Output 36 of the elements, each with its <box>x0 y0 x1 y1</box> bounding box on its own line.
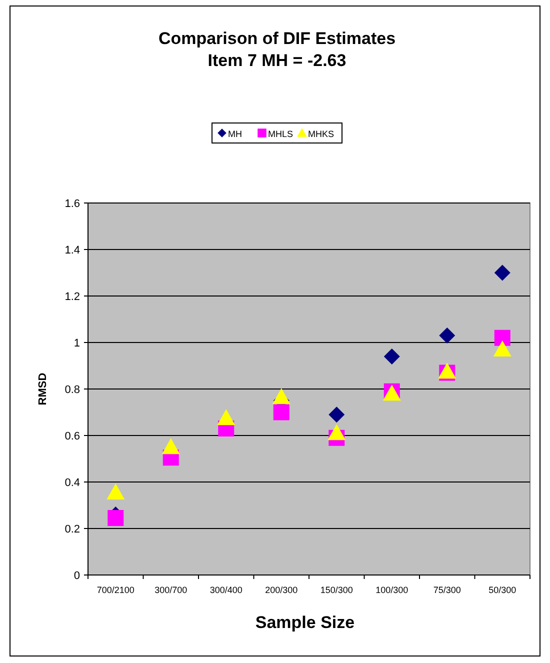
y-tick-label: 0.6 <box>64 430 80 442</box>
point <box>273 404 290 420</box>
legend-label: MH <box>228 129 242 139</box>
x-tick-label: 75/300 <box>433 585 461 595</box>
point <box>162 438 180 454</box>
y-tick-label: 0.8 <box>64 384 80 396</box>
x-axis-title: Sample Size <box>255 613 355 632</box>
point <box>439 328 456 344</box>
x-tick-label: 300/700 <box>154 585 188 595</box>
chart-title: Comparison of DIF Estimates <box>158 29 396 48</box>
point <box>494 264 510 281</box>
legend-label: MHLS <box>268 129 294 139</box>
y-tick-label: 0.4 <box>64 477 80 489</box>
y-tick-label: 1.6 <box>64 198 80 210</box>
point <box>328 424 346 440</box>
point <box>328 406 345 423</box>
y-tick-label: 1.2 <box>64 291 80 303</box>
point <box>493 340 512 356</box>
x-tick-label: 50/300 <box>488 585 516 595</box>
y-tick-label: 0.2 <box>64 524 80 536</box>
y-tick-label: 1 <box>74 338 80 350</box>
legend-label: MHKS <box>308 129 334 139</box>
x-tick-label: 200/300 <box>265 585 298 595</box>
y-axis-title: RMSD <box>37 372 49 406</box>
point <box>272 388 290 404</box>
point <box>106 483 125 500</box>
x-tick-label: 100/300 <box>376 585 408 595</box>
point <box>384 348 400 364</box>
point <box>494 330 510 346</box>
chart-subtitle: Item 7 MH = -2.63 <box>208 51 346 70</box>
y-tick-label: 0 <box>74 570 80 582</box>
y-tick-label: 1.4 <box>64 244 80 256</box>
point <box>217 409 236 426</box>
x-tick-label: 700/2100 <box>96 585 134 595</box>
x-tick-label: 150/300 <box>320 585 353 595</box>
x-tick-label: 300/400 <box>210 585 242 595</box>
